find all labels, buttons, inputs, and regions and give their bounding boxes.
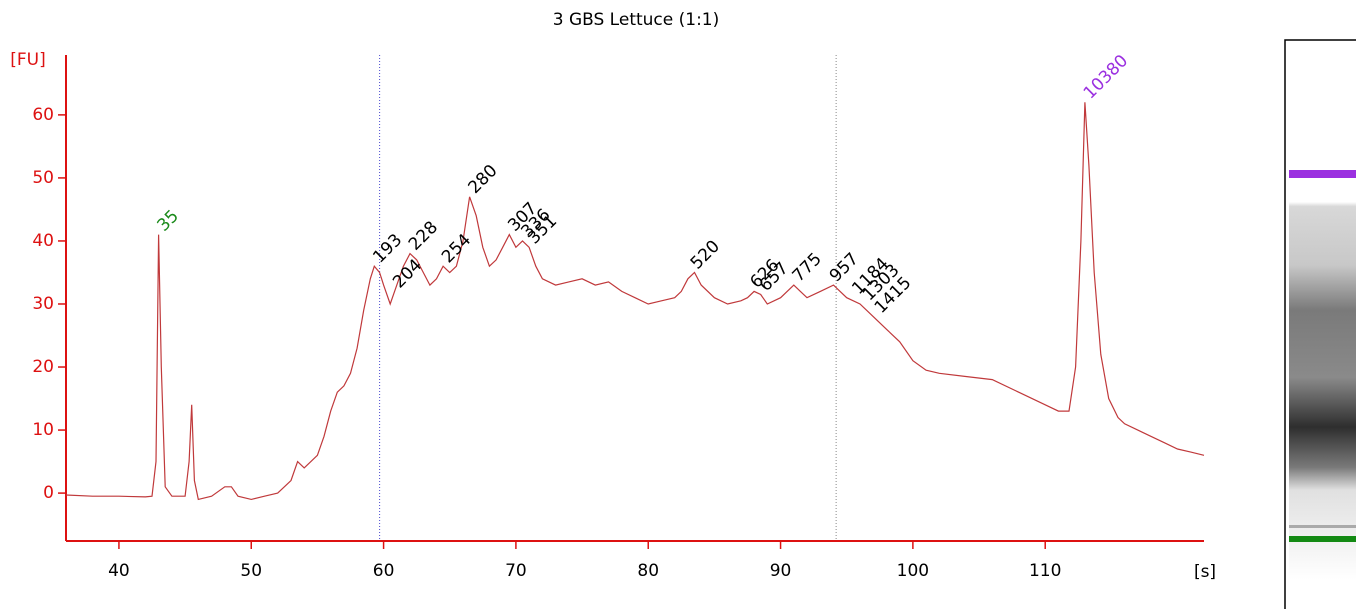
gel-lane	[1289, 130, 1356, 580]
x-tick-label: 40	[108, 561, 130, 581]
peak-label: 280	[465, 161, 502, 198]
gel-band-upper	[1289, 170, 1356, 178]
y-tick-label: 50	[32, 168, 54, 188]
y-tick-label: 60	[32, 105, 54, 125]
peak-label: 204	[389, 255, 426, 292]
peak-label: 520	[687, 236, 724, 273]
y-tick-label: 0	[43, 483, 54, 503]
x-tick-label: 50	[240, 561, 262, 581]
x-tick-label: 110	[1029, 561, 1061, 581]
peak-label: 10380	[1080, 51, 1132, 103]
y-tick-label: 30	[32, 294, 54, 314]
y-tick-label: 10	[32, 420, 54, 440]
x-tick-label: 100	[897, 561, 929, 581]
y-axis-label: [FU]	[10, 50, 46, 70]
peak-label: 228	[405, 218, 442, 255]
x-tick-label: 60	[373, 561, 395, 581]
x-axis-label: [s]	[1194, 562, 1216, 582]
peak-label: 193	[369, 230, 406, 267]
gel-band-faint	[1289, 525, 1356, 528]
x-tick-label: 80	[637, 561, 659, 581]
gel-image	[1284, 39, 1356, 609]
peak-label: 35	[154, 206, 183, 235]
y-tick-label: 20	[32, 357, 54, 377]
x-tick-label: 70	[505, 561, 527, 581]
x-tick-label: 90	[770, 561, 792, 581]
peak-label: 775	[789, 249, 826, 286]
y-tick-label: 40	[32, 231, 54, 251]
chart-title: 3 GBS Lettuce (1:1)	[553, 10, 720, 30]
trace	[65, 102, 1205, 501]
gel-band-lower	[1289, 536, 1356, 542]
peak-label: 254	[438, 230, 475, 267]
